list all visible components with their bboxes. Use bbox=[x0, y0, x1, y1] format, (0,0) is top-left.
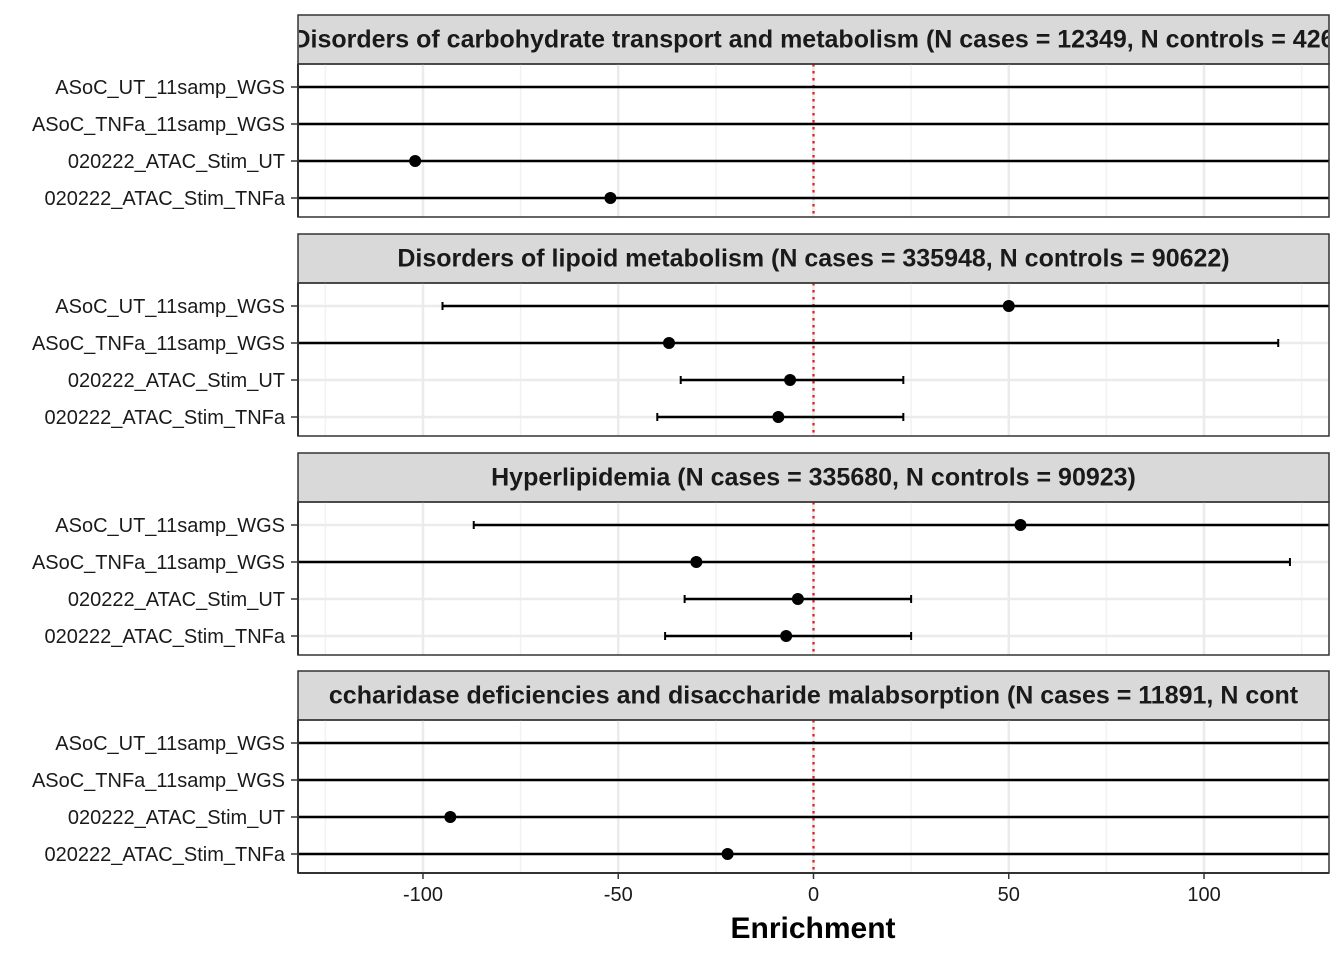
point-estimate bbox=[409, 155, 422, 167]
row-label: ASoC_TNFa_11samp_WGS bbox=[32, 552, 285, 574]
panel-border bbox=[297, 501, 1330, 656]
facet-panel-2: Disorders of lipoid metabolism (N cases … bbox=[32, 233, 1330, 437]
facet-strip bbox=[297, 452, 1330, 503]
x-tick-label: -50 bbox=[604, 884, 633, 906]
row-label: ASoC_UT_11samp_WGS bbox=[55, 733, 285, 755]
facet-strip bbox=[297, 14, 1330, 65]
marks bbox=[298, 85, 1329, 204]
point-estimate bbox=[791, 593, 804, 605]
row-label: ASoC_UT_11samp_WGS bbox=[55, 296, 285, 318]
row-label: ASoC_TNFa_11samp_WGS bbox=[32, 770, 285, 792]
facet-strip bbox=[297, 233, 1330, 284]
row-label: ASoC_UT_11samp_WGS bbox=[55, 77, 285, 99]
row-label: 020222_ATAC_Stim_TNFa bbox=[45, 407, 286, 429]
point-estimate bbox=[780, 630, 793, 642]
x-tick-label: 0 bbox=[808, 884, 819, 906]
facet-title: Disorders of carbohydrate transport and … bbox=[292, 26, 1334, 54]
panels-layer: Disorders of carbohydrate transport and … bbox=[32, 14, 1334, 874]
x-axis-title: Enrichment bbox=[730, 912, 895, 945]
point-estimate bbox=[1014, 519, 1027, 531]
point-estimate bbox=[721, 848, 734, 860]
point-estimate bbox=[444, 811, 457, 823]
point-estimate bbox=[772, 411, 785, 423]
x-tick-label: 50 bbox=[998, 884, 1020, 906]
x-axis: -100 -50 0 50 100 bbox=[298, 872, 1329, 906]
marks bbox=[298, 519, 1329, 642]
x-tick-label: 100 bbox=[1187, 884, 1220, 906]
point-estimate bbox=[1002, 300, 1015, 312]
x-tick-label: -100 bbox=[403, 884, 443, 906]
point-estimate bbox=[604, 192, 617, 204]
panel-border bbox=[297, 63, 1330, 218]
facet-title: Hyperlipidemia (N cases = 335680, N cont… bbox=[491, 464, 1136, 492]
point-estimate bbox=[690, 556, 703, 568]
row-label: 020222_ATAC_Stim_TNFa bbox=[45, 844, 286, 866]
facet-title: ccharidase deficiencies and disaccharide… bbox=[329, 682, 1299, 710]
facet-title: Disorders of lipoid metabolism (N cases … bbox=[397, 245, 1229, 273]
facet-strip bbox=[297, 670, 1330, 721]
panel-border bbox=[297, 282, 1330, 437]
marks bbox=[298, 300, 1329, 423]
row-label: 020222_ATAC_Stim_UT bbox=[68, 589, 285, 611]
row-label: 020222_ATAC_Stim_TNFa bbox=[45, 626, 286, 648]
row-label: 020222_ATAC_Stim_UT bbox=[68, 370, 285, 392]
facet-panel-3: Hyperlipidemia (N cases = 335680, N cont… bbox=[32, 452, 1330, 656]
row-label: ASoC_TNFa_11samp_WGS bbox=[32, 333, 285, 355]
facet-panel-1: Disorders of carbohydrate transport and … bbox=[32, 14, 1334, 218]
row-label: ASoC_TNFa_11samp_WGS bbox=[32, 114, 285, 136]
row-label: 020222_ATAC_Stim_UT bbox=[68, 151, 285, 173]
point-estimate bbox=[784, 374, 797, 386]
point-estimate bbox=[663, 337, 676, 349]
row-label: 020222_ATAC_Stim_UT bbox=[68, 807, 285, 829]
row-label: 020222_ATAC_Stim_TNFa bbox=[45, 188, 286, 210]
facet-panel-4: ccharidase deficiencies and disaccharide… bbox=[32, 670, 1330, 874]
row-label: ASoC_UT_11samp_WGS bbox=[55, 515, 285, 537]
marks bbox=[298, 741, 1329, 860]
